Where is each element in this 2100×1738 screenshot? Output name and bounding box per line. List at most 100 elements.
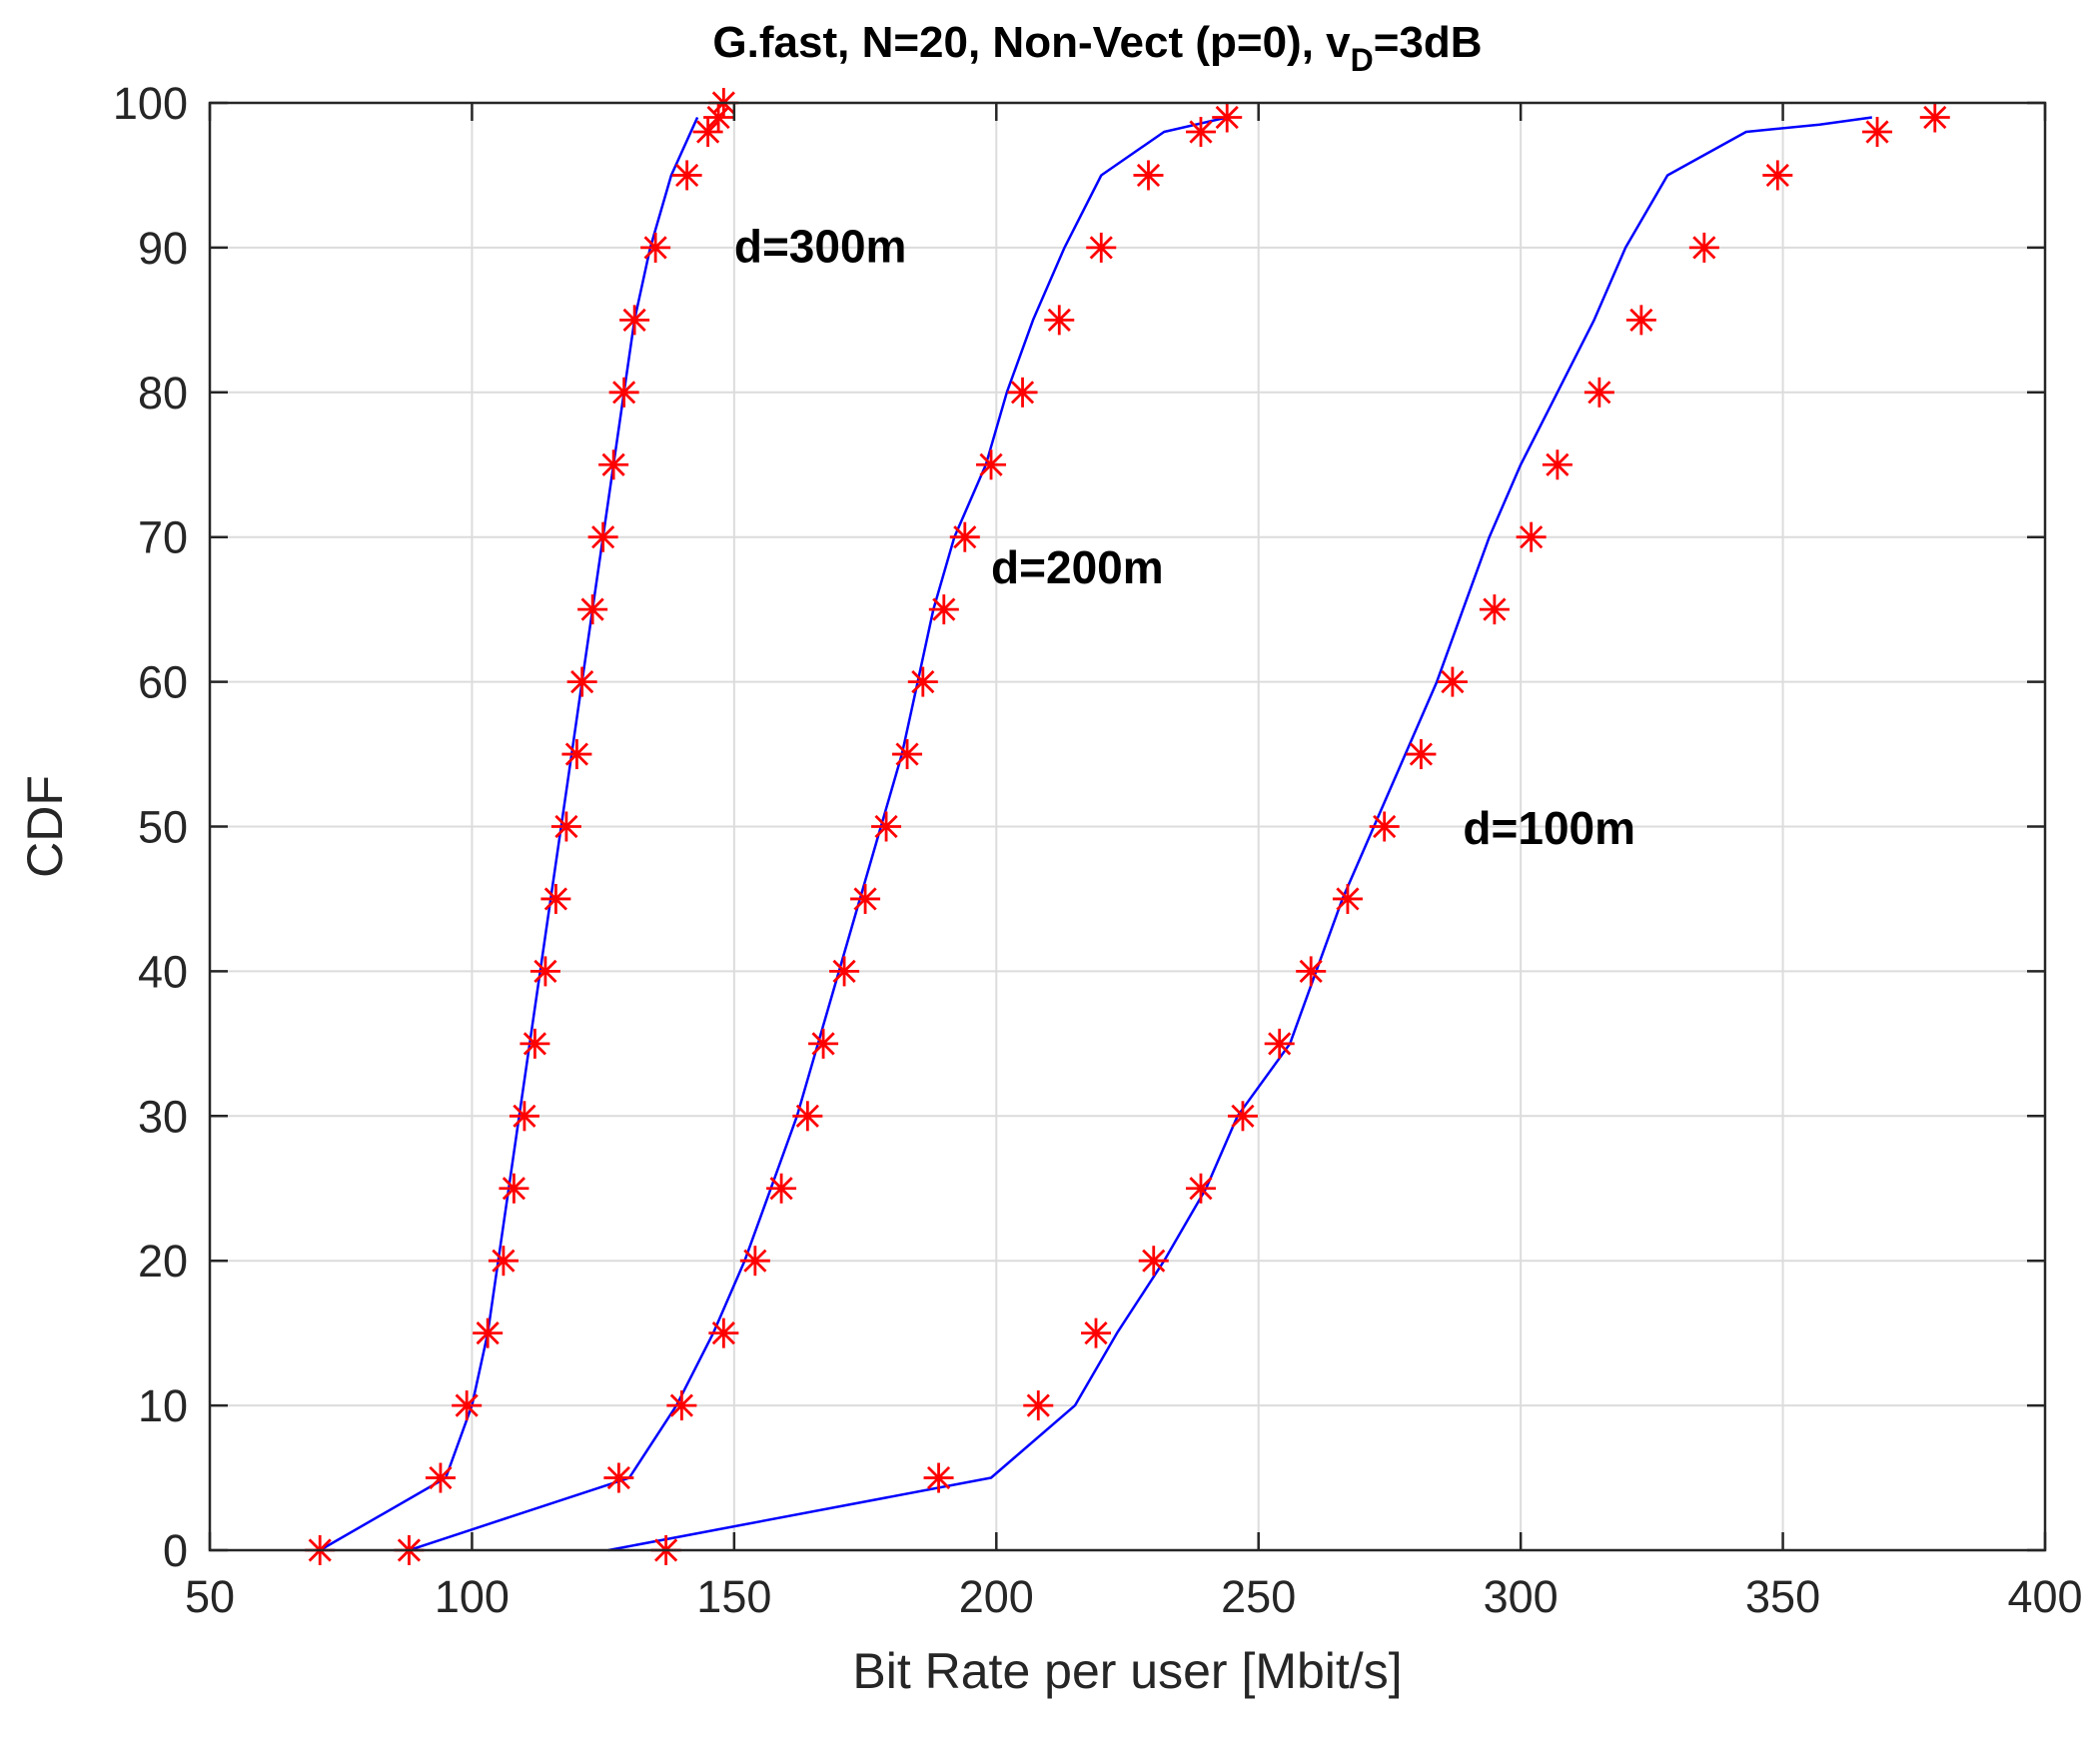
y-tick-label: 100: [113, 78, 188, 129]
data-point-marker: [1296, 956, 1327, 987]
data-point-marker: [1007, 377, 1038, 408]
data-point-marker: [1023, 1390, 1054, 1421]
data-point-marker: [1583, 377, 1614, 408]
data-point-marker: [608, 377, 639, 408]
data-point-marker: [598, 449, 629, 480]
x-tick-label: 250: [1221, 1571, 1296, 1622]
y-axis-label: CDF: [17, 775, 73, 878]
title-main: G.fast, N=20, Non-Vect (p=0), v: [712, 18, 1351, 67]
data-point-marker: [1369, 811, 1400, 842]
data-point-marker: [425, 1462, 456, 1493]
data-point-marker: [1542, 449, 1573, 480]
data-point-marker: [561, 739, 592, 770]
data-point-marker: [850, 883, 881, 914]
data-point-marker: [892, 739, 923, 770]
series-3: [394, 102, 1243, 1565]
data-point-marker: [550, 811, 581, 842]
data-point-marker: [509, 1101, 539, 1132]
data-point-marker: [1625, 305, 1656, 336]
plot-series: [305, 88, 1950, 1565]
y-tick-label: 20: [138, 1236, 188, 1287]
data-point-marker: [1081, 1317, 1112, 1348]
data-point-marker: [671, 160, 702, 191]
data-point-marker: [666, 1390, 697, 1421]
data-point-marker: [792, 1101, 823, 1132]
data-point-marker: [1185, 1173, 1216, 1204]
x-tick-label: 200: [959, 1571, 1034, 1622]
annotation-label: d=300m: [734, 220, 907, 272]
data-point-marker: [1688, 232, 1719, 263]
data-point-marker: [619, 305, 650, 336]
data-point-marker: [587, 521, 618, 552]
annotation-label: d=100m: [1463, 802, 1635, 854]
data-point-marker: [739, 1246, 770, 1277]
y-tick-label: 40: [138, 946, 188, 997]
data-point-marker: [1227, 1101, 1258, 1132]
data-point-marker: [1332, 883, 1363, 914]
y-tick-label: 0: [163, 1525, 188, 1576]
data-point-marker: [766, 1173, 797, 1204]
data-point-marker: [1264, 1028, 1295, 1059]
annotation-label: d=200m: [991, 541, 1164, 593]
data-point-marker: [1762, 160, 1793, 191]
data-point-marker: [1919, 102, 1950, 133]
y-tick-label: 90: [138, 223, 188, 274]
y-tick-label: 60: [138, 657, 188, 708]
data-point-marker: [1086, 232, 1117, 263]
data-point-marker: [1212, 102, 1243, 133]
data-point-marker: [976, 449, 1007, 480]
data-point-marker: [1479, 594, 1510, 625]
x-tick-label: 300: [1484, 1571, 1559, 1622]
data-point-marker: [566, 666, 597, 697]
series-0: [319, 116, 699, 1552]
title-suffix: =3dB: [1374, 18, 1483, 67]
series-2: [409, 116, 1228, 1552]
data-point-marker: [708, 1317, 739, 1348]
x-tick-label: 400: [2007, 1571, 2082, 1622]
data-point-marker: [928, 594, 959, 625]
x-tick-label: 150: [696, 1571, 771, 1622]
data-point-marker: [603, 1462, 634, 1493]
y-tick-label: 80: [138, 368, 188, 419]
data-point-marker: [1185, 116, 1216, 147]
data-point-marker: [452, 1390, 483, 1421]
series-1: [305, 88, 739, 1565]
data-point-marker: [473, 1317, 504, 1348]
data-point-marker: [923, 1462, 954, 1493]
grid-lines: [210, 103, 2045, 1550]
series-5: [650, 102, 1950, 1565]
series-line: [409, 116, 1228, 1552]
data-point-marker: [540, 883, 571, 914]
data-point-marker: [1138, 1246, 1169, 1277]
series-4: [607, 116, 1872, 1552]
x-tick-label: 100: [435, 1571, 510, 1622]
chart-title: G.fast, N=20, Non-Vect (p=0), vD=3dB: [712, 18, 1482, 78]
data-point-marker: [577, 594, 608, 625]
data-point-marker: [1133, 160, 1164, 191]
x-axis-label: Bit Rate per user [Mbit/s]: [852, 1643, 1402, 1699]
data-point-marker: [520, 1028, 550, 1059]
y-tick-label: 50: [138, 802, 188, 853]
annotations: d=300m d=200m d=100m: [734, 220, 1635, 853]
axis-ticks: 50 100 150 200 250 300 350 400 0 10 20 30 40 50 60 70 80…: [113, 78, 2083, 1622]
data-point-marker: [829, 956, 860, 987]
data-point-marker: [871, 811, 902, 842]
data-point-marker: [1516, 521, 1547, 552]
data-point-marker: [1406, 739, 1437, 770]
data-point-marker: [529, 956, 560, 987]
series-line: [607, 116, 1872, 1552]
data-point-marker: [808, 1028, 839, 1059]
title-subscript: D: [1351, 42, 1374, 78]
y-tick-label: 30: [138, 1091, 188, 1142]
data-point-marker: [1437, 666, 1468, 697]
y-tick-label: 70: [138, 512, 188, 563]
data-point-marker: [640, 232, 671, 263]
y-tick-label: 10: [138, 1380, 188, 1431]
data-point-marker: [499, 1173, 529, 1204]
data-point-marker: [907, 666, 938, 697]
data-point-marker: [1044, 305, 1075, 336]
data-point-marker: [488, 1246, 519, 1277]
data-point-marker: [949, 521, 980, 552]
x-tick-label: 50: [185, 1571, 235, 1622]
